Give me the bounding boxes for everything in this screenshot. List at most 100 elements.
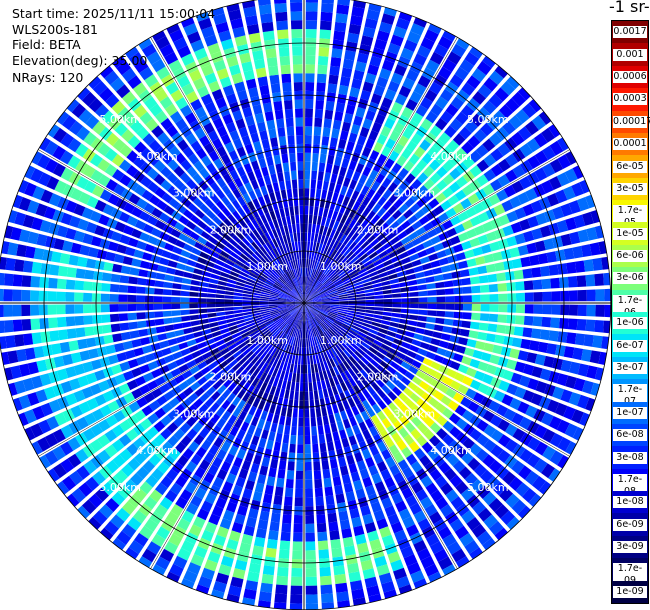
range-gate-cell [103,334,114,345]
range-gate-cell [603,320,611,334]
range-gate-cell [177,45,191,59]
range-gate-cell [452,392,465,404]
range-gate-cell [175,392,187,403]
range-ring-label: 1.00km [246,260,288,273]
range-gate-cell [284,108,294,119]
range-gate-cell [77,87,91,101]
range-gate-cell [36,233,48,247]
range-gate-cell [304,303,307,312]
range-gate-cell [273,441,281,452]
range-gate-cell [44,235,56,249]
range-gate-cell [304,303,308,312]
range-gate-cell [324,397,331,407]
range-gate-cell [304,294,306,303]
range-gate-cell [563,346,575,359]
range-gate-cell [35,203,48,217]
range-gate-cell [304,400,309,410]
range-gate-cell [200,323,210,330]
range-gate-cell [436,296,446,303]
range-gate-cell [367,530,379,542]
range-gate-cell [160,415,172,427]
range-gate-cell [312,443,319,453]
range-gate-cell [264,364,272,374]
range-ring-label: 4.00km [430,150,472,163]
range-gate-cell [254,334,263,342]
range-gate-cell [383,356,393,365]
range-gate-cell [335,332,344,341]
range-gate-cell [367,199,377,210]
range-gate-cell [297,311,302,320]
range-gate-cell [32,186,45,200]
range-gate-cell [354,350,363,359]
range-gate-cell [242,308,252,313]
range-gate-cell [242,402,252,413]
range-gate-cell [12,289,22,302]
range-gate-cell [280,64,291,75]
range-gate-cell [469,165,482,178]
range-gate-cell [89,153,103,167]
range-gate-cell [350,580,363,591]
range-gate-cell [379,526,392,538]
range-gate-cell [300,294,304,303]
range-gate-cell [208,236,218,245]
range-gate-cell [98,380,110,392]
range-gate-cell [283,324,290,333]
range-gate-cell [373,339,383,347]
range-gate-cell [474,370,486,381]
range-gate-cell [139,481,153,495]
range-gate-cell [423,178,435,190]
range-gate-cell [334,484,344,495]
range-gate-cell [511,499,527,515]
range-gate-cell [382,311,392,317]
range-gate-cell [454,223,466,234]
range-gate-cell [285,315,293,323]
range-gate-cell [77,375,89,388]
range-gate-cell [282,82,292,92]
range-gate-cell [407,31,421,44]
range-gate-cell [422,191,434,203]
range-gate-cell [252,198,261,209]
range-gate-cell [338,243,346,253]
range-gate-cell [347,332,356,340]
range-gate-cell [206,303,216,308]
range-gate-cell [413,17,428,28]
range-gate-cell [204,356,215,365]
range-gate-cell [88,516,102,530]
range-gate-cell [341,259,350,268]
range-gate-cell [140,176,153,188]
range-gate-cell [305,20,318,30]
range-gate-cell [304,453,312,463]
range-gate-cell [326,227,333,237]
range-gate-cell [274,486,284,497]
range-gate-cell [153,303,163,310]
range-gate-cell [174,269,185,277]
range-gate-cell [581,244,592,257]
range-gate-cell [57,196,70,210]
range-gate-cell [287,372,293,382]
range-gate-cell [139,232,151,242]
range-gate-cell [316,380,322,391]
range-gate-cell [273,602,287,610]
range-gate-cell [304,303,313,307]
range-gate-cell [92,80,108,96]
range-gate-cell [523,230,535,243]
range-gate-cell [298,296,304,303]
range-gate-cell [347,397,356,408]
range-gate-cell [301,285,303,295]
range-gate-cell [469,443,482,456]
range-gate-cell [381,13,396,25]
range-gate-cell [313,390,319,400]
range-gate-cell [171,385,182,396]
range-gate-cell [325,246,332,256]
range-gate-cell [367,332,377,339]
range-gate-cell [512,428,526,442]
range-gate-cell [377,153,388,165]
range-gate-cell [233,296,243,300]
range-gate-cell [401,487,414,500]
range-gate-cell [105,251,116,262]
range-gate-cell [402,466,414,479]
range-gate-cell [92,471,106,486]
range-gate-cell [162,372,174,382]
range-gate-cell [239,369,248,379]
